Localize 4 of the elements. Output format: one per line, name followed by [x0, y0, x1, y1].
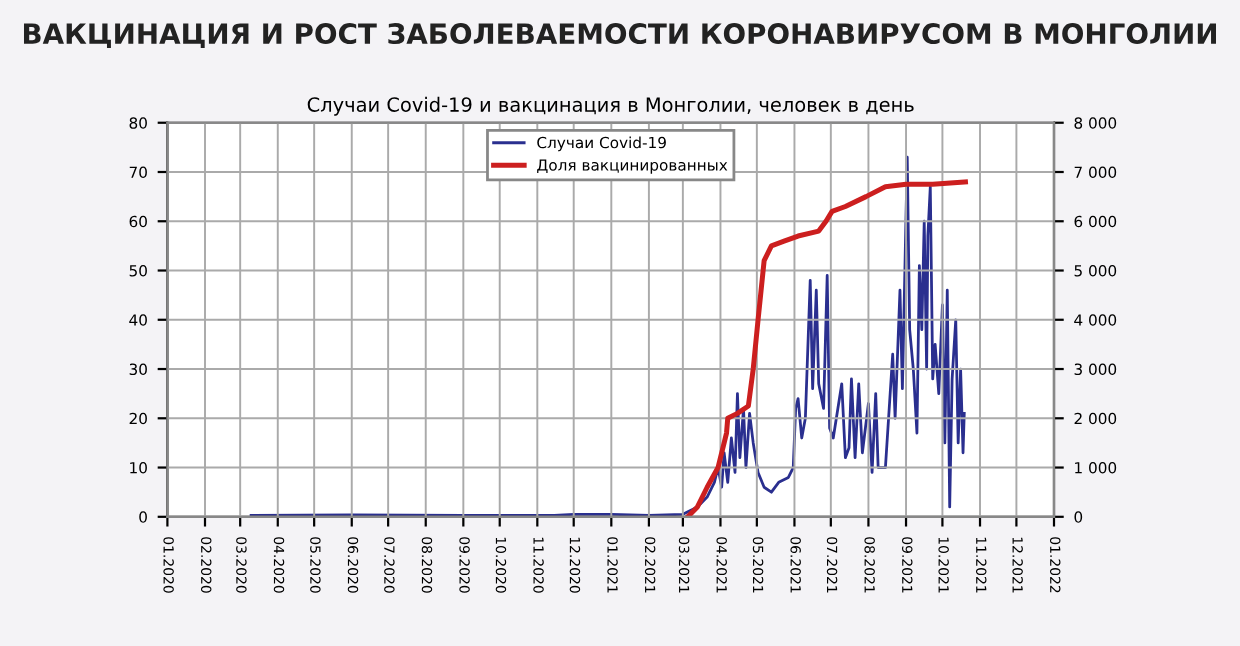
chart-subtitle: Случаи Covid-19 и вакцинация в Монголии, человек в день: [307, 96, 914, 116]
chart-title: ВАКЦИНАЦИЯ И РОСТ ЗАБОЛЕВАЕМОСТИ КОРОНАВИРУСОМ В МОНГОЛИИ: [24, 23, 1216, 49]
line-series: [249, 155, 966, 517]
line-series: [685, 179, 968, 517]
